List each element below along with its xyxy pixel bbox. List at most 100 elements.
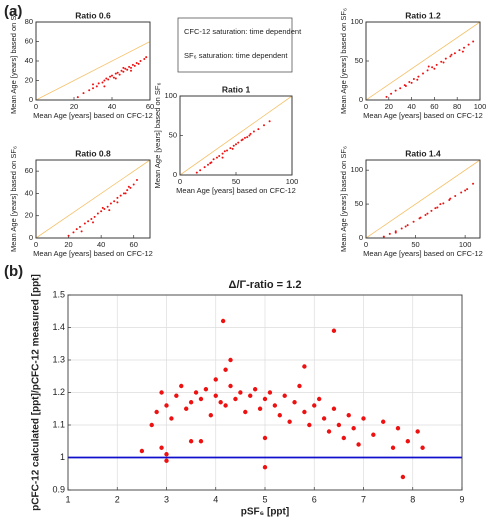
point [385,95,388,98]
point [103,85,106,88]
point [390,445,396,450]
point [229,147,232,150]
point [277,413,282,418]
x-tick-label: 60 [430,102,438,111]
point [90,218,93,221]
point [426,212,429,215]
panel-label: (a) [4,3,22,20]
y-tick-label: 100 [350,17,363,26]
x-axis-label: Mean Age [years] based on CFC-12 [33,111,153,120]
x-tick-label: 0 [34,102,38,111]
x-tick-label: 4 [213,494,218,504]
point [326,429,332,434]
point [193,390,199,395]
point [400,227,403,230]
y-tick-label: 100 [164,91,177,100]
point [221,152,224,155]
point [164,403,169,408]
point [145,56,148,59]
y-tick-label: 100 [350,165,363,174]
y-tick-label: 50 [355,56,363,65]
x-tick-label: 60 [130,240,138,249]
point [169,416,174,421]
plot-frame [67,294,463,491]
point [395,426,401,431]
x-tick-label: 100 [459,240,472,249]
point [449,55,452,58]
point [135,61,138,64]
point [82,92,85,95]
plot-frame [365,159,481,239]
identity-line [179,95,293,176]
point [203,166,206,169]
point [399,87,402,90]
point [218,400,223,405]
point [464,189,467,192]
point [154,409,159,415]
point [215,156,218,159]
note-box [177,17,293,73]
point [433,67,436,70]
point [436,206,439,209]
y-axis-label: Mean Age [years] based on SF₆ [9,146,18,252]
point [116,71,119,74]
point [404,225,407,228]
x-axis-label: Mean Age [years] based on CFC-12 [363,111,483,120]
point [243,409,248,415]
point [223,150,226,153]
point [267,390,273,395]
point [246,136,249,139]
point [312,403,317,408]
point [92,221,94,224]
point [231,147,234,150]
y-tick-label: 20 [25,75,33,84]
point [119,194,122,197]
y-tick-label: 0 [359,233,363,242]
point [233,396,238,402]
point [252,387,258,392]
plot-frame [179,95,293,176]
point [109,75,112,78]
point [209,162,212,165]
point [107,78,110,81]
x-axis-label: Mean Age [years] based on CFC-12 [363,249,483,258]
point [257,128,260,131]
point [263,124,265,127]
point [472,182,475,185]
x-tick-label: 0 [364,102,368,111]
point [100,210,103,213]
chart-title: Ratio 0.8 [75,148,111,158]
point [408,81,411,84]
point [113,200,116,203]
x-tick-label: 40 [407,102,415,111]
point [122,192,125,195]
point [75,228,78,231]
x-tick-label: 50 [411,240,419,249]
point [472,40,475,43]
point [116,196,119,199]
point [351,426,356,431]
y-tick-label: 0.9 [52,484,65,494]
point [108,209,111,212]
point [87,220,90,223]
point [248,134,251,137]
point [257,406,263,411]
point [466,188,469,191]
point [228,357,233,363]
point [371,432,376,437]
point [184,406,189,411]
point [223,403,228,408]
point [226,149,229,152]
chart-title: Ratio 1.2 [405,10,441,20]
point [444,57,447,60]
point [394,89,397,92]
chart-title: Ratio 1 [222,84,251,94]
x-axis-label: Mean Age [years] based on CFC-12 [176,186,296,195]
identity-line [365,159,481,239]
y-axis-label: pCFC-12 calculated [ppt]/pCFC-12 measure… [31,274,42,511]
point [361,416,366,421]
point [282,393,287,398]
point [424,213,427,216]
point [427,65,430,68]
point [307,422,312,428]
